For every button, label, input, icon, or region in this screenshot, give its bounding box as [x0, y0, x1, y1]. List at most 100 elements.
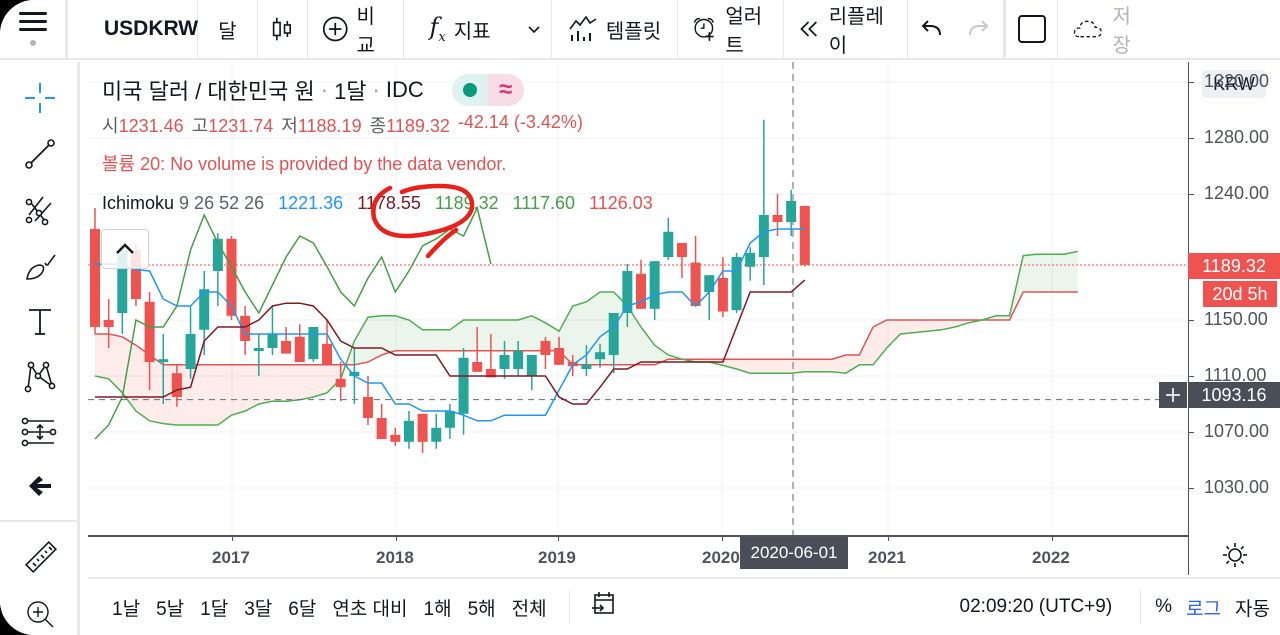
- candle-down[interactable]: [281, 341, 292, 354]
- candle-up[interactable]: [199, 289, 210, 330]
- save-button[interactable]: 저장: [1058, 0, 1158, 59]
- candle-up[interactable]: [499, 355, 510, 369]
- candle-down[interactable]: [376, 418, 387, 439]
- trend-line-tool[interactable]: [18, 132, 62, 176]
- candle-up[interactable]: [267, 334, 278, 348]
- range-button[interactable]: 1달: [200, 598, 229, 620]
- candle-down[interactable]: [554, 348, 565, 365]
- replay-button[interactable]: 리플레이: [784, 0, 908, 59]
- range-button[interactable]: 1해: [423, 598, 452, 620]
- range-button[interactable]: 연초 대비: [332, 598, 408, 620]
- candle-down[interactable]: [799, 205, 810, 265]
- candle-down[interactable]: [717, 278, 728, 312]
- candle-down[interactable]: [390, 434, 401, 442]
- candle-up[interactable]: [458, 357, 469, 414]
- candle-up[interactable]: [608, 313, 619, 355]
- range-button[interactable]: 6달: [288, 598, 317, 620]
- log-scale-toggle[interactable]: 로그: [1186, 598, 1222, 620]
- candle-up[interactable]: [403, 420, 414, 442]
- undo-button[interactable]: [908, 0, 954, 59]
- candle-down[interactable]: [130, 250, 141, 299]
- brush-tool[interactable]: [18, 246, 62, 290]
- candle-up[interactable]: [581, 364, 592, 369]
- candle-up[interactable]: [745, 252, 756, 267]
- crosshair-tool[interactable]: [18, 76, 62, 120]
- templates-button[interactable]: 템플릿: [552, 0, 678, 59]
- candle-down[interactable]: [144, 301, 155, 362]
- add-alert-button[interactable]: [1159, 382, 1187, 408]
- candle-down[interactable]: [472, 362, 483, 372]
- candle-down[interactable]: [636, 273, 646, 309]
- candle-up[interactable]: [758, 215, 769, 257]
- candle-up[interactable]: [253, 348, 264, 351]
- collapse-legend-button[interactable]: [101, 229, 149, 269]
- auto-scale-toggle[interactable]: 자동: [1235, 598, 1270, 620]
- back-tool[interactable]: [18, 464, 62, 508]
- chart-type-button[interactable]: [258, 0, 308, 59]
- candle-up[interactable]: [595, 352, 606, 360]
- redo-button[interactable]: [954, 0, 1006, 59]
- goto-date-button[interactable]: [584, 590, 624, 624]
- candle-up[interactable]: [622, 271, 633, 313]
- candle-down[interactable]: [485, 369, 496, 378]
- candle-up[interactable]: [308, 327, 319, 360]
- candle-up[interactable]: [786, 201, 797, 222]
- range-button[interactable]: 1날: [112, 598, 141, 620]
- ichimoku-legend[interactable]: Ichimoku 9 26 52 26 1221.36 1178.55 1189…: [102, 193, 653, 214]
- range-button[interactable]: 5해: [467, 598, 496, 620]
- candle-down[interactable]: [772, 215, 783, 222]
- candle-down[interactable]: [540, 341, 551, 355]
- candle-up[interactable]: [431, 427, 442, 442]
- pitchfork-tool[interactable]: [18, 188, 62, 232]
- candle-down[interactable]: [240, 315, 251, 341]
- candle-down[interactable]: [171, 373, 182, 397]
- range-button[interactable]: 전체: [511, 598, 547, 620]
- candle-up[interactable]: [444, 411, 455, 428]
- text-tool[interactable]: [18, 300, 62, 344]
- candle-up[interactable]: [526, 355, 537, 376]
- candle-down[interactable]: [690, 262, 701, 306]
- indicators-button[interactable]: fx 지표: [404, 0, 516, 59]
- prediction-tool[interactable]: [18, 410, 62, 454]
- candle-up[interactable]: [117, 250, 128, 313]
- market-status-pill[interactable]: ≈: [451, 74, 524, 106]
- candle-down[interactable]: [103, 320, 114, 327]
- range-button[interactable]: 5날: [156, 598, 185, 620]
- zoom-in-tool[interactable]: [18, 592, 62, 635]
- price-chart[interactable]: [88, 62, 1188, 535]
- candle-down[interactable]: [335, 378, 346, 388]
- symbol-search-button[interactable]: USDKRW: [68, 0, 198, 59]
- menu-button[interactable]: [0, 0, 68, 59]
- time-axis[interactable]: [88, 535, 1188, 575]
- candle-down[interactable]: [363, 397, 373, 418]
- candle-down[interactable]: [322, 343, 333, 365]
- candle-down[interactable]: [90, 229, 100, 327]
- price-tick-label: 1110.00: [1204, 365, 1267, 385]
- pattern-tool[interactable]: [18, 354, 62, 398]
- compare-button[interactable]: 비교: [308, 0, 404, 59]
- candle-up[interactable]: [349, 371, 360, 376]
- clock-button[interactable]: 02:09:20 (UTC+9): [959, 596, 1113, 617]
- candle-up[interactable]: [649, 261, 660, 309]
- percent-toggle[interactable]: %: [1155, 596, 1173, 617]
- alert-button[interactable]: 얼러트: [678, 0, 784, 59]
- chart-settings-button[interactable]: [1188, 535, 1280, 575]
- candle-up[interactable]: [731, 257, 742, 311]
- candle-up[interactable]: [212, 238, 223, 271]
- range-button[interactable]: 3달: [244, 598, 273, 620]
- measure-tool[interactable]: [18, 536, 62, 580]
- candle-up[interactable]: [663, 231, 674, 257]
- fullscreen-button[interactable]: [1006, 0, 1058, 59]
- candle-up[interactable]: [158, 359, 169, 363]
- candle-up[interactable]: [185, 334, 196, 369]
- indicators-dropdown[interactable]: [516, 0, 552, 59]
- candle-down[interactable]: [417, 413, 428, 442]
- candle-down[interactable]: [676, 243, 687, 257]
- candle-down[interactable]: [226, 238, 237, 316]
- candle-up[interactable]: [704, 275, 715, 292]
- currency-badge[interactable]: KRW: [1202, 70, 1266, 98]
- interval-button[interactable]: 달: [198, 0, 258, 59]
- candle-down[interactable]: [294, 336, 305, 362]
- bar-countdown-tag: 20d 5h: [1203, 281, 1277, 307]
- candle-up[interactable]: [513, 350, 524, 369]
